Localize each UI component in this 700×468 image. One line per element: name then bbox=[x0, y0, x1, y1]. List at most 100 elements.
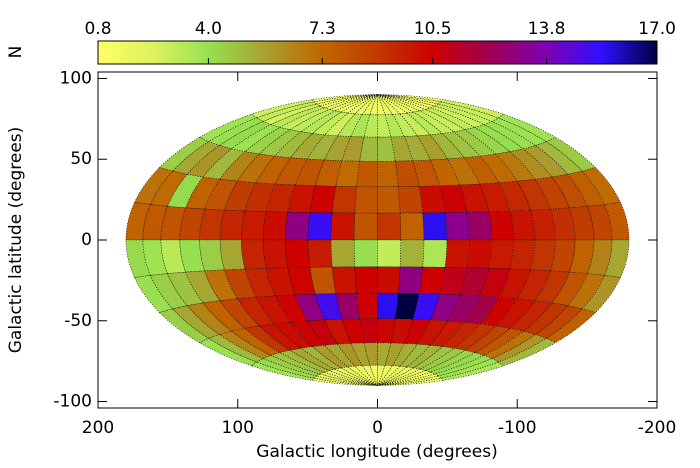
cell bbox=[377, 292, 399, 320]
cell bbox=[307, 212, 333, 241]
cell bbox=[270, 105, 326, 128]
colorbar-tick-label: 17.0 bbox=[638, 19, 676, 39]
cell bbox=[241, 210, 267, 241]
cell bbox=[199, 239, 225, 272]
x-tick-label: -200 bbox=[638, 418, 677, 438]
cell bbox=[237, 296, 276, 327]
cell bbox=[412, 110, 455, 134]
map bbox=[125, 94, 630, 386]
cell bbox=[319, 94, 378, 109]
cell bbox=[377, 94, 401, 115]
cell bbox=[377, 368, 427, 386]
cell bbox=[312, 111, 349, 136]
cell bbox=[237, 153, 276, 184]
cell bbox=[285, 211, 311, 241]
cell bbox=[324, 343, 356, 368]
cell bbox=[429, 158, 461, 187]
cell bbox=[262, 355, 321, 377]
cell bbox=[545, 308, 596, 344]
y-axis-label: Galactic latitude (degrees) bbox=[6, 127, 26, 354]
cell bbox=[202, 300, 246, 332]
cell bbox=[399, 212, 425, 241]
cell bbox=[186, 302, 233, 335]
cell bbox=[377, 266, 401, 294]
cell bbox=[444, 211, 470, 241]
cell bbox=[416, 134, 449, 161]
cell bbox=[354, 266, 378, 294]
cell bbox=[522, 302, 569, 335]
cell bbox=[483, 121, 537, 150]
cell bbox=[341, 136, 365, 162]
cell bbox=[330, 239, 356, 268]
cell bbox=[337, 113, 363, 137]
cell bbox=[323, 370, 378, 386]
cell bbox=[167, 173, 204, 209]
cell bbox=[262, 103, 321, 125]
cell bbox=[377, 114, 392, 138]
cell bbox=[324, 318, 352, 345]
cell bbox=[256, 101, 318, 122]
cell bbox=[334, 94, 378, 113]
cell bbox=[274, 157, 308, 186]
cell bbox=[459, 183, 490, 213]
cell bbox=[202, 148, 246, 180]
cell bbox=[497, 338, 556, 367]
cell bbox=[459, 267, 490, 297]
cell bbox=[353, 239, 378, 268]
cell bbox=[219, 239, 246, 271]
cell bbox=[384, 342, 405, 366]
colorbar bbox=[97, 40, 658, 65]
cell bbox=[377, 160, 399, 188]
cell bbox=[474, 124, 524, 152]
colorbar-tick-label: 7.3 bbox=[309, 19, 336, 39]
cell bbox=[488, 239, 514, 270]
cell bbox=[549, 207, 576, 241]
cell bbox=[418, 185, 446, 214]
y-tick-label: -50 bbox=[64, 311, 92, 331]
cell bbox=[488, 210, 514, 241]
cell bbox=[331, 266, 357, 294]
cell bbox=[218, 330, 272, 359]
cell bbox=[377, 364, 394, 386]
cell bbox=[424, 349, 476, 373]
cell bbox=[347, 94, 378, 115]
cell bbox=[377, 186, 401, 214]
cell bbox=[204, 269, 239, 302]
cell bbox=[224, 180, 257, 212]
cell bbox=[498, 180, 531, 212]
cell bbox=[256, 358, 318, 379]
cell bbox=[406, 344, 443, 369]
cell bbox=[179, 207, 206, 241]
cell bbox=[377, 365, 401, 386]
cell bbox=[199, 338, 258, 367]
cell bbox=[125, 239, 151, 278]
cell bbox=[354, 365, 378, 386]
cell bbox=[335, 293, 361, 320]
cell bbox=[466, 211, 493, 241]
cell bbox=[441, 321, 481, 349]
cell bbox=[394, 160, 420, 187]
cell bbox=[399, 112, 431, 137]
cell bbox=[551, 173, 588, 209]
cell bbox=[172, 305, 221, 339]
y-tick-label: -100 bbox=[53, 392, 92, 412]
cell bbox=[244, 325, 291, 353]
x-tick-label: 0 bbox=[372, 418, 383, 438]
cell bbox=[581, 166, 621, 205]
cell bbox=[134, 166, 174, 205]
cell bbox=[340, 94, 378, 114]
cell bbox=[274, 294, 308, 323]
cell bbox=[516, 178, 551, 211]
cell bbox=[363, 342, 378, 366]
cell bbox=[479, 268, 511, 298]
cell bbox=[534, 270, 570, 304]
cell bbox=[289, 347, 337, 371]
cell bbox=[522, 145, 569, 178]
cell bbox=[587, 204, 613, 241]
y-tick-label: 0 bbox=[81, 230, 92, 250]
cell bbox=[354, 94, 378, 115]
cell bbox=[224, 268, 257, 300]
cell bbox=[412, 346, 455, 370]
cell bbox=[274, 321, 314, 349]
